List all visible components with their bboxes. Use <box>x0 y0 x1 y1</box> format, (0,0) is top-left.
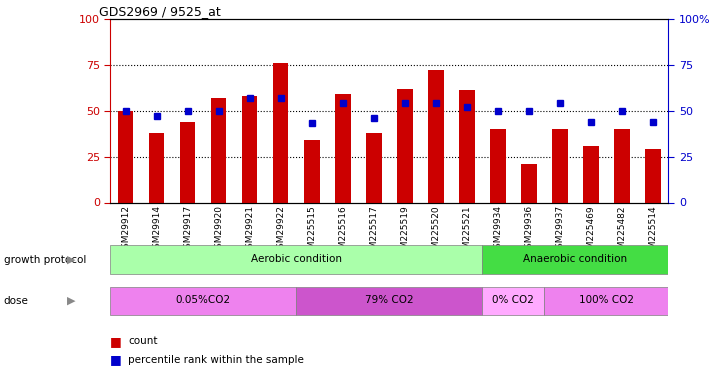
Text: 0% CO2: 0% CO2 <box>492 295 534 305</box>
Bar <box>459 90 474 202</box>
Text: ▶: ▶ <box>67 255 75 265</box>
Bar <box>614 129 629 203</box>
Bar <box>583 146 599 202</box>
Bar <box>482 245 668 274</box>
Text: GDS2969 / 9525_at: GDS2969 / 9525_at <box>99 4 221 18</box>
Bar <box>645 149 661 202</box>
Text: ■: ■ <box>110 335 122 348</box>
Bar <box>397 88 412 202</box>
Bar <box>428 70 444 202</box>
Bar <box>545 286 668 315</box>
Bar <box>521 164 537 202</box>
Bar <box>304 140 319 202</box>
Text: 100% CO2: 100% CO2 <box>579 295 634 305</box>
Text: ■: ■ <box>110 354 122 366</box>
Bar <box>180 122 196 202</box>
Text: dose: dose <box>4 296 28 306</box>
Text: count: count <box>128 336 157 346</box>
Text: growth protocol: growth protocol <box>4 255 86 265</box>
Text: 79% CO2: 79% CO2 <box>365 295 414 305</box>
Text: Anaerobic condition: Anaerobic condition <box>523 254 627 264</box>
Bar <box>110 245 482 274</box>
Bar <box>296 286 482 315</box>
Text: Aerobic condition: Aerobic condition <box>251 254 342 264</box>
Bar <box>335 94 351 202</box>
Bar <box>490 129 506 203</box>
Text: percentile rank within the sample: percentile rank within the sample <box>128 355 304 365</box>
Bar <box>366 133 382 202</box>
Bar <box>118 111 134 202</box>
Bar <box>110 286 296 315</box>
Bar <box>482 286 545 315</box>
Text: 0.05%CO2: 0.05%CO2 <box>176 295 231 305</box>
Bar <box>552 129 567 203</box>
Bar <box>211 98 227 202</box>
Bar <box>242 96 257 202</box>
Bar <box>273 63 289 202</box>
Text: ▶: ▶ <box>67 296 75 306</box>
Bar <box>149 133 164 202</box>
